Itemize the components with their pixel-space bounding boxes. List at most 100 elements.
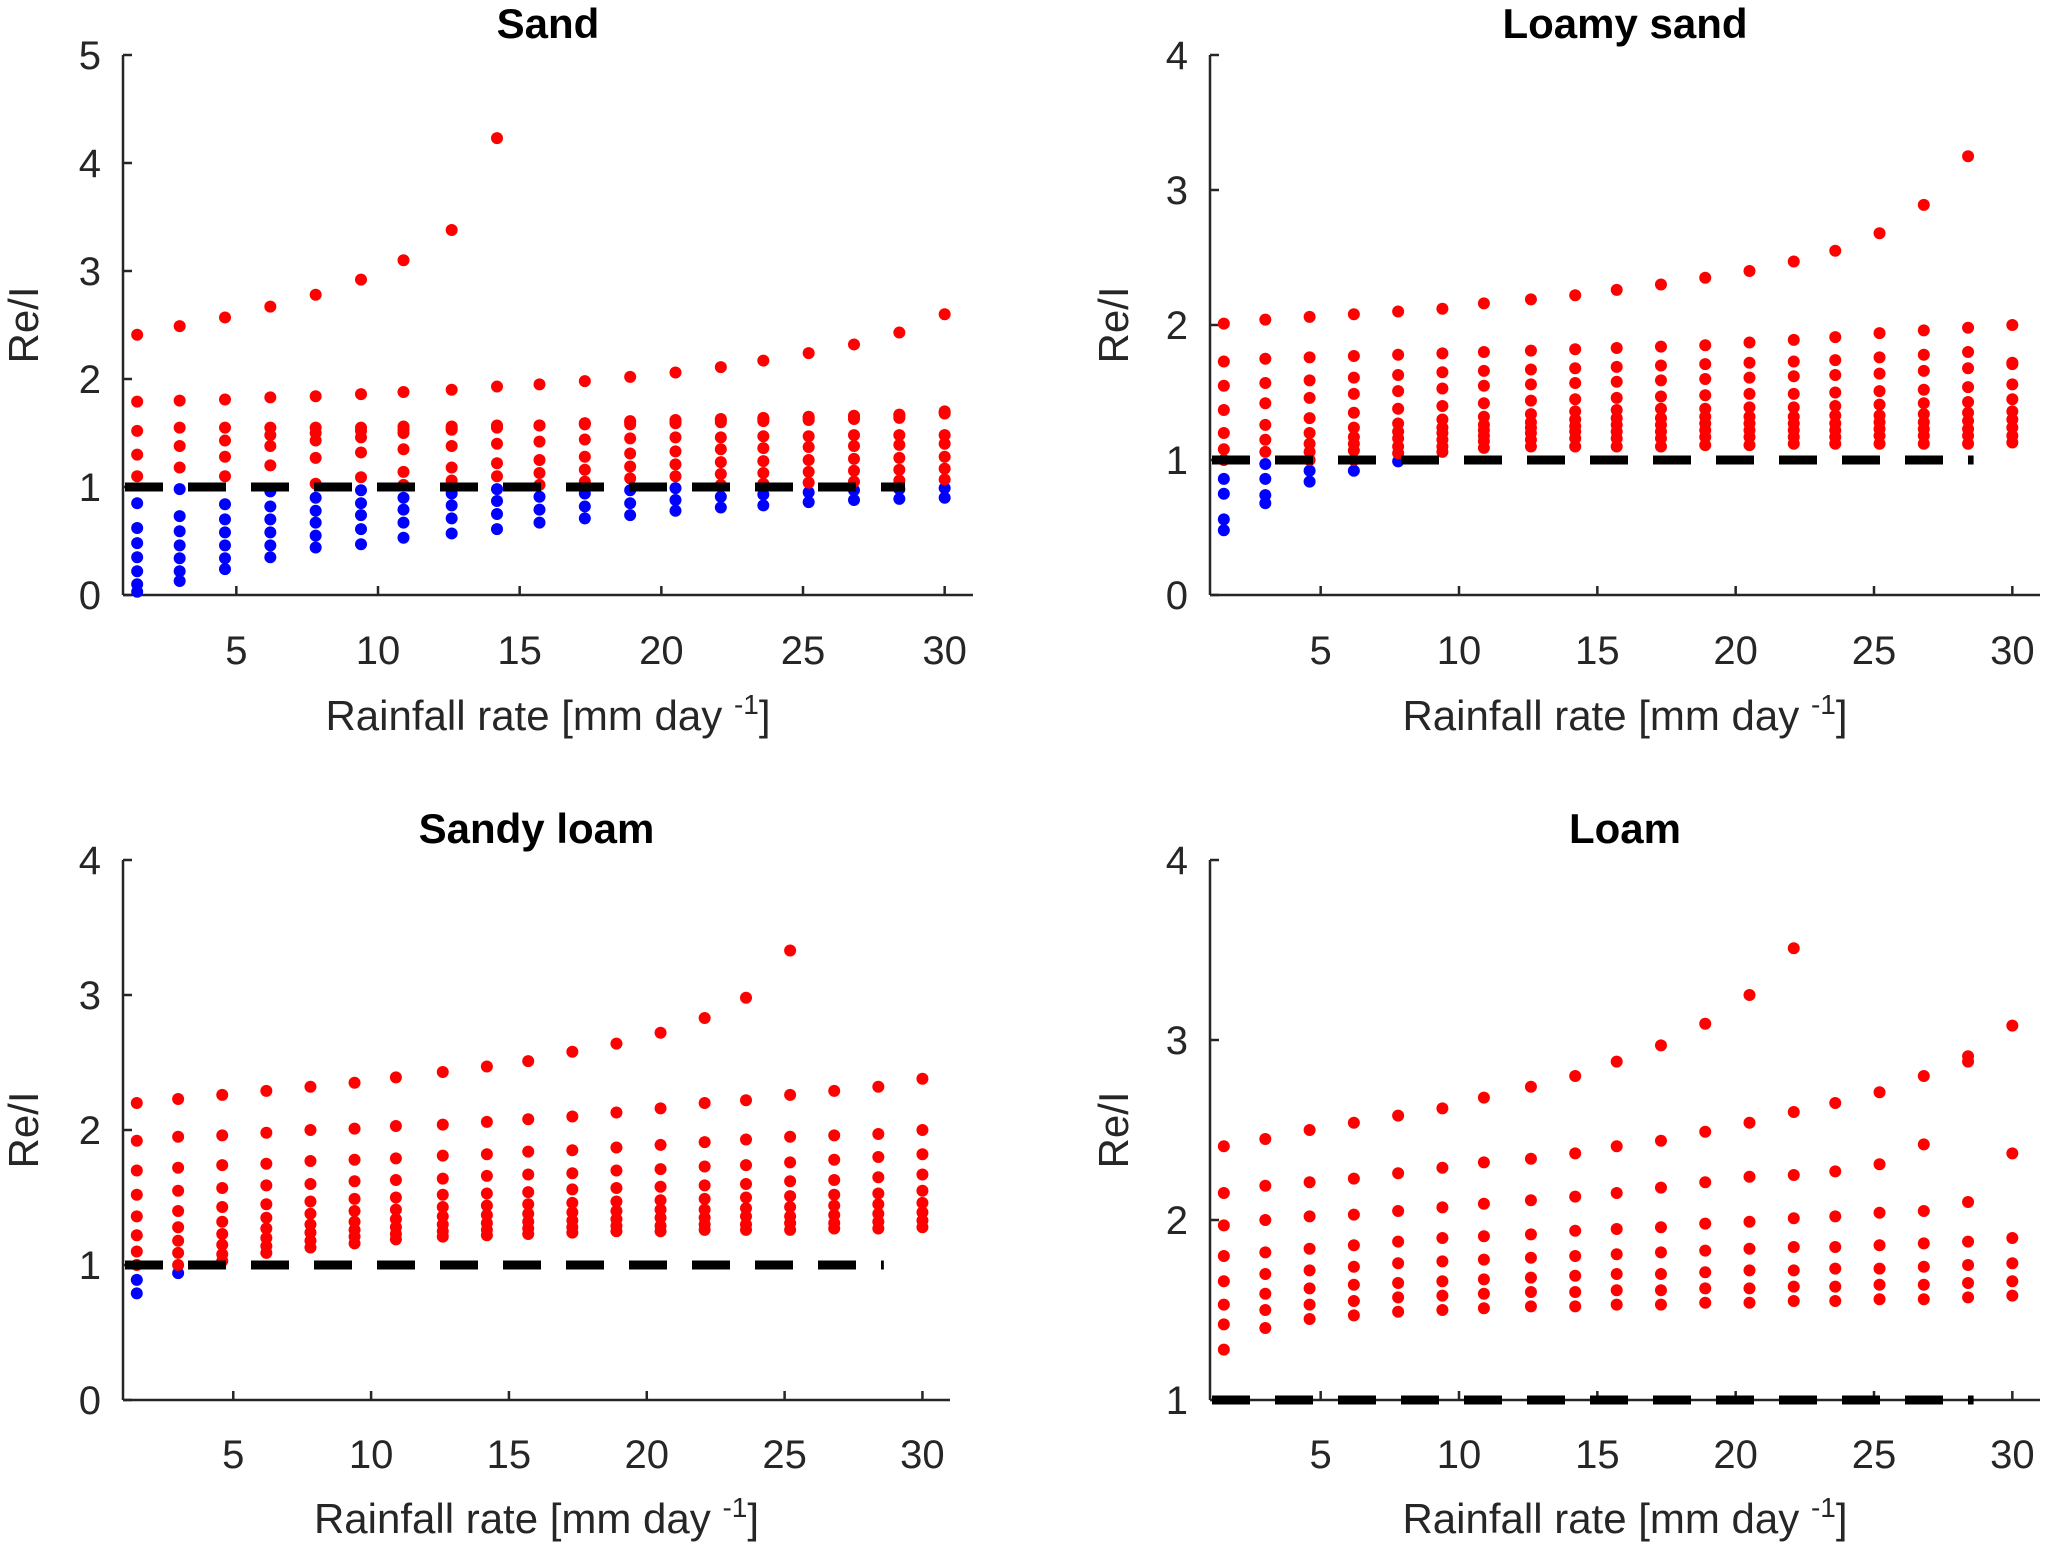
data-point: [1524, 1080, 1537, 1093]
data-point: [578, 433, 591, 446]
y-tick-label: 1: [1166, 439, 1188, 483]
data-point: [1259, 377, 1272, 390]
data-point: [355, 538, 367, 551]
data-point: [131, 328, 144, 341]
data-point: [669, 493, 682, 506]
x-tick-label: 25: [1852, 1433, 1897, 1477]
data-point: [355, 471, 367, 484]
data-point: [304, 1207, 317, 1220]
data-point: [610, 1141, 623, 1154]
data-point: [130, 1164, 143, 1177]
data-point: [757, 430, 770, 443]
data-point: [872, 1187, 885, 1200]
data-point: [1569, 1269, 1582, 1282]
y-tick-label: 3: [79, 250, 101, 294]
data-point: [1347, 1172, 1360, 1185]
data-point: [1303, 1176, 1316, 1189]
x-tick-label: 20: [1713, 1433, 1758, 1477]
data-point: [389, 1203, 402, 1216]
data-point: [1829, 1097, 1842, 1109]
data-point: [533, 454, 546, 466]
data-point: [1962, 381, 1975, 394]
data-point: [1347, 1260, 1360, 1273]
data-point: [578, 512, 591, 525]
data-point: [1699, 1266, 1712, 1279]
data-point: [1347, 406, 1360, 419]
data-point: [1392, 348, 1405, 361]
data-point: [714, 416, 727, 429]
data-point: [1829, 400, 1842, 412]
data-point: [1259, 445, 1272, 458]
data-point: [578, 375, 591, 388]
data-point: [916, 1148, 929, 1161]
data-point: [1477, 364, 1490, 377]
data-point: [566, 1110, 579, 1123]
data-point: [893, 451, 906, 464]
data-point: [219, 552, 231, 565]
data-point: [1873, 1278, 1886, 1291]
data-point: [848, 493, 860, 506]
data-point: [1829, 1165, 1842, 1178]
data-point: [264, 391, 277, 404]
data-point: [1392, 305, 1405, 318]
y-tick-label: 1: [1166, 1379, 1188, 1423]
data-point: [757, 499, 770, 512]
data-point: [1569, 1286, 1582, 1298]
data-point: [219, 434, 231, 447]
data-point: [1436, 1102, 1449, 1115]
data-point: [219, 498, 231, 511]
x-axis-label-main: Rainfall rate [mm day: [1402, 1495, 1810, 1542]
data-point: [1259, 418, 1272, 431]
data-point: [1259, 1304, 1272, 1316]
data-point: [654, 1102, 667, 1115]
data-point: [784, 1190, 797, 1203]
data-point: [1962, 1050, 1975, 1063]
data-point: [566, 1167, 579, 1180]
data-point: [1654, 278, 1667, 291]
data-point: [1303, 475, 1316, 488]
data-point: [2006, 405, 2019, 418]
data-point: [1477, 1197, 1490, 1210]
x-axis-label: Rainfall rate [mm day -1]: [1402, 1492, 1847, 1542]
data-point: [1917, 348, 1930, 361]
data-point: [1787, 1241, 1800, 1253]
data-point: [1436, 1289, 1449, 1302]
x-tick-label: 30: [922, 629, 967, 673]
data-point: [309, 516, 322, 529]
data-point: [1259, 397, 1272, 410]
data-point: [445, 499, 458, 512]
data-point: [1392, 1167, 1405, 1180]
x-axis-label: Rainfall rate [mm day -1]: [325, 689, 770, 739]
y-tick-label: 3: [1166, 1019, 1188, 1063]
data-point: [1610, 1140, 1623, 1153]
data-point: [397, 531, 410, 544]
data-point: [802, 486, 815, 499]
data-point: [1787, 1212, 1800, 1225]
x-axis-label-exponent: -1: [734, 689, 759, 720]
data-point: [1610, 391, 1623, 404]
data-point: [480, 1060, 493, 1073]
data-point: [893, 463, 906, 476]
data-point: [264, 551, 277, 564]
data-point: [522, 1055, 535, 1068]
data-point: [1259, 313, 1272, 326]
data-point: [1303, 1124, 1316, 1136]
data-point: [172, 1205, 185, 1217]
data-point: [173, 539, 186, 552]
data-point: [1524, 408, 1537, 421]
data-point: [1347, 308, 1360, 321]
data-point: [669, 458, 682, 471]
data-point: [309, 390, 322, 403]
data-point: [1569, 1190, 1582, 1203]
x-axis-label-bracket: ]: [1836, 1495, 1848, 1542]
data-point: [578, 500, 591, 513]
data-point: [2006, 393, 2019, 406]
x-tick-label: 5: [1310, 629, 1332, 673]
data-point: [566, 1206, 579, 1219]
data-point: [1743, 1242, 1756, 1255]
data-point: [1829, 1262, 1842, 1275]
data-point: [436, 1188, 449, 1201]
data-point: [445, 420, 458, 433]
data-point: [1569, 377, 1582, 390]
data-point: [1962, 1235, 1975, 1248]
